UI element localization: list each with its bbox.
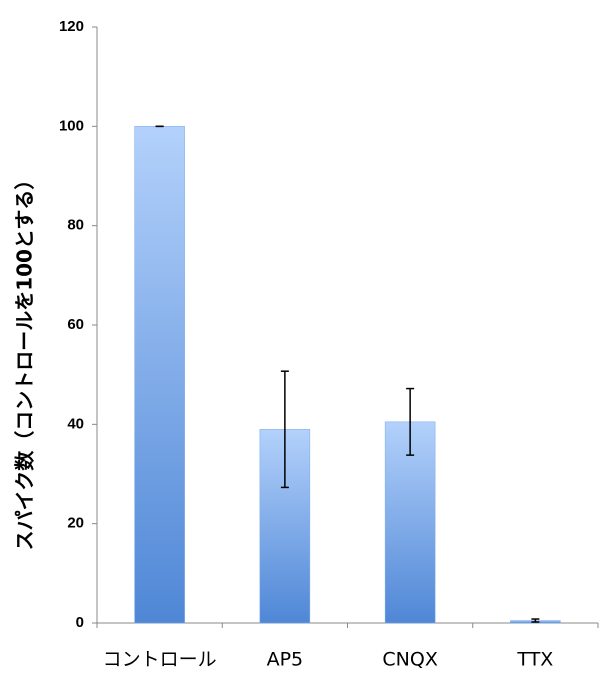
x-tick-label: TTX [516,649,553,671]
y-axis-label: スパイク数（コントロールを100とする） [13,170,37,551]
x-tick-label: コントロール [103,649,217,671]
x-tick-label: AP5 [267,649,304,671]
y-tick-label: 100 [59,117,84,134]
x-tick-label: CNQX [382,649,437,671]
y-tick-label: 80 [67,217,84,234]
y-tick-label: 60 [67,316,84,333]
y-tick-label: 20 [67,515,84,532]
bar [134,126,185,624]
y-tick-label: 120 [59,18,84,35]
y-tick-label: 0 [76,614,84,631]
y-tick-label: 40 [67,415,84,432]
